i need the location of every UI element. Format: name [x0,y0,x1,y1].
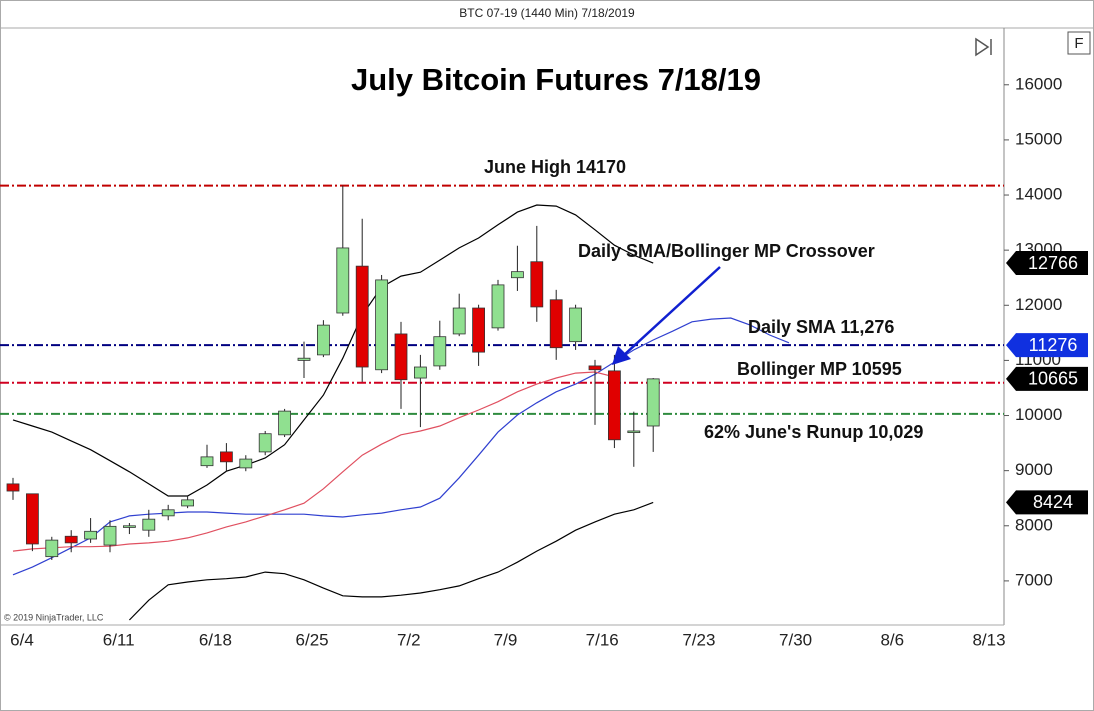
candle-body [219,451,233,463]
indicator-line [12,317,790,576]
price-tag [1006,366,1088,391]
candle-body [549,299,563,349]
price-tag-label: 8424 [1033,492,1073,512]
y-tick-label: 16000 [1015,74,1062,93]
x-tick-label: 6/25 [296,630,329,649]
button-label[interactable]: F [1074,35,1083,52]
y-tick-label: 15000 [1015,129,1062,148]
x-tick-label: 6/11 [103,630,135,649]
price-tag-label: 11276 [1029,335,1078,355]
x-tick-label: 6/4 [10,630,34,649]
candle-body [627,430,641,434]
annotation: Daily SMA/Bollinger MP Crossover [578,241,875,261]
copyright: © 2019 NinjaTrader, LLC [4,612,104,622]
candle-body [181,499,195,507]
candle-body [278,410,292,436]
annotation-arrow [623,266,721,356]
candle-body [64,535,78,544]
candle-body [258,433,272,453]
candle-body [239,458,253,469]
candle-body [123,525,136,528]
y-tick-label: 12000 [1015,295,1062,314]
button[interactable] [1067,31,1091,55]
price-tag-label: 12766 [1028,253,1078,273]
indicator-line [12,204,654,497]
candle-body [375,279,389,371]
price-tag [1006,490,1088,515]
candle-body [161,509,175,517]
play-triangle[interactable] [975,37,990,57]
chart-title: July Bitcoin Futures 7/18/19 [351,62,761,97]
annotation-arrowhead [612,346,631,365]
candle-body [316,324,330,356]
candle-body [142,518,156,531]
level-label: June High 14170 [484,157,626,177]
candle-body [491,284,505,329]
candle-body [45,539,59,558]
x-tick-label: 7/16 [586,630,619,649]
candle-body [25,493,39,545]
y-tick-label: 10000 [1015,405,1062,424]
candle-body [433,336,447,367]
candle-body [413,366,427,379]
x-tick-label: 8/13 [972,630,1005,649]
level-label: 62% June's Runup 10,029 [704,422,923,442]
candle-body [510,271,524,279]
indicator-line [12,371,615,552]
y-tick-label: 7000 [1015,570,1053,589]
x-tick-label: 6/18 [199,630,232,649]
candle-body [6,483,20,492]
candle-body [569,307,582,343]
candle-body [646,378,660,427]
x-tick-label: 7/30 [779,630,812,649]
header: BTC 07-19 (1440 Min) 7/18/2019 [459,6,635,20]
x-tick-label: 7/23 [682,630,715,649]
level-label: Bollinger MP 10595 [737,359,902,379]
candle-body [103,525,117,546]
candle-body [472,307,486,353]
x-tick-label: 7/2 [397,630,421,649]
price-tag-label: 10665 [1028,369,1078,389]
candle-body [84,530,97,540]
candle-body [355,265,369,368]
candle-body [452,307,466,335]
candle-body [530,261,544,308]
candle-body [297,357,311,361]
candle-body [588,365,602,371]
play-icon[interactable] [975,37,992,57]
y-tick-label: 9000 [1015,460,1053,479]
y-tick-label: 14000 [1015,185,1062,204]
x-tick-label: 7/9 [494,630,518,649]
price-tag [1006,251,1088,276]
x-tick-label: 8/6 [880,630,904,649]
candle-body [336,247,350,314]
y-tick-label: 8000 [1015,515,1053,534]
indicator-line [128,501,654,621]
candle-body [608,370,621,441]
candle-body [394,333,408,381]
level-label: Daily SMA 11,276 [748,317,894,337]
price-tag [1006,333,1088,358]
candle-body [200,456,214,467]
